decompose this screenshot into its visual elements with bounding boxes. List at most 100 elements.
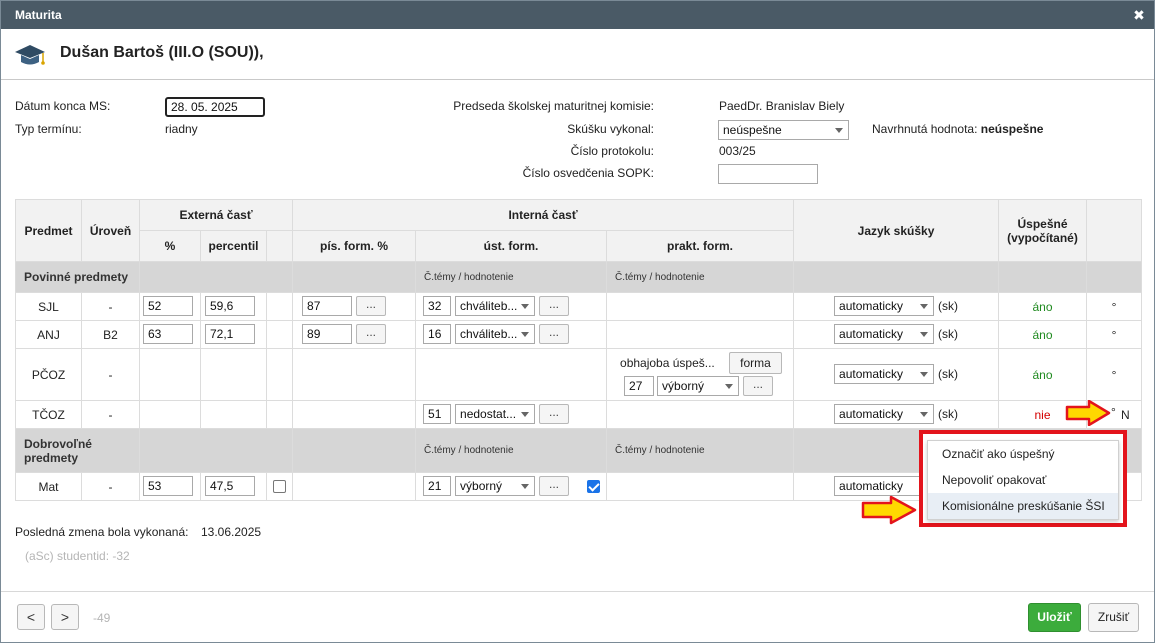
ust-number-input[interactable]: 32 <box>423 296 452 316</box>
menu-item-deny-repeat[interactable]: Nepovoliť opakovať <box>942 473 1047 487</box>
chair-value: PaedDr. Branislav Biely <box>719 99 845 113</box>
level: B2 <box>81 320 140 349</box>
col-externa: Externá časť <box>138 199 294 231</box>
student-id: (aSc) studentid: -32 <box>25 549 130 563</box>
group-sub-prakt: Č.témy / hodnotenie <box>606 428 795 473</box>
forma-button[interactable]: forma <box>729 352 783 374</box>
pct-input[interactable]: 52 <box>143 296 193 316</box>
row-marker[interactable]: ° <box>1086 320 1143 349</box>
col-percentil: percentil <box>200 230 267 262</box>
chevron-down-icon <box>920 412 929 417</box>
exam-done-select[interactable]: neúspešne <box>718 120 849 140</box>
arrow-right-icon <box>1065 400 1111 426</box>
title-bar: Maturita ✖ <box>1 1 1154 29</box>
pct-input[interactable]: 53 <box>143 476 193 496</box>
language-select[interactable]: automaticky <box>834 364 935 384</box>
language-select[interactable]: automaticky <box>834 404 935 424</box>
subject: PČOZ <box>15 348 82 401</box>
chevron-down-icon <box>920 304 929 309</box>
col-uspesne: Úspešné (vypočítané) <box>998 199 1088 262</box>
save-button[interactable]: Uložiť <box>1028 603 1081 632</box>
ust-grade-select[interactable]: chváliteb... <box>455 296 536 316</box>
header-divider <box>1 79 1154 80</box>
context-menu-highlight: Označiť ako úspešný Nepovoliť opakovať K… <box>919 430 1127 527</box>
col-uroven: Úroveň <box>81 199 140 262</box>
chevron-down-icon <box>521 304 530 309</box>
percentil-input[interactable]: 72,1 <box>205 324 255 344</box>
menu-item-mark-passed[interactable]: Označiť ako úspešný <box>942 447 1055 461</box>
sopk-input[interactable] <box>718 164 818 184</box>
prakt-number-input[interactable]: 27 <box>624 376 655 396</box>
language-code: (sk) <box>938 327 959 341</box>
next-button[interactable]: > <box>51 604 79 630</box>
ust-more-button[interactable]: ... <box>539 476 570 496</box>
external-checkbox[interactable] <box>273 480 286 493</box>
protocol-label: Číslo protokolu: <box>570 144 654 158</box>
row-marker[interactable]: ° <box>1086 348 1143 401</box>
exam-table: Predmet Úroveň Externá časť Interná časť… <box>15 199 1143 501</box>
ust-grade-select[interactable]: nedostat... <box>455 404 536 424</box>
term-label: Typ termínu: <box>15 122 82 136</box>
date-input[interactable]: 28. 05. 2025 <box>165 97 265 117</box>
percentil-input[interactable]: 47,5 <box>205 476 255 496</box>
col-predmet: Predmet <box>15 199 82 262</box>
pis-more-button[interactable]: ... <box>356 296 387 316</box>
row-marker[interactable]: ° <box>1086 292 1143 321</box>
language-select[interactable]: automaticky <box>834 296 935 316</box>
cancel-button[interactable]: Zrušiť <box>1088 603 1139 632</box>
language-code: (sk) <box>938 367 959 381</box>
level: - <box>81 400 140 429</box>
pct-input[interactable]: 63 <box>143 324 193 344</box>
row-marker[interactable]: ° <box>1111 405 1116 419</box>
table-row: ANJ B2 63 72,1 89... 16 chváliteb...... a… <box>15 320 1143 349</box>
ust-more-button[interactable]: ... <box>539 296 570 316</box>
ust-more-button[interactable]: ... <box>539 324 570 344</box>
prev-button[interactable]: < <box>17 604 45 630</box>
exam-done-label: Skúšku vykonal: <box>567 122 654 136</box>
proposed-label: Navrhnutá hodnota: neúspešne <box>872 122 1044 136</box>
passed-value: áno <box>998 292 1088 321</box>
ust-number-input[interactable]: 16 <box>423 324 452 344</box>
language-select[interactable]: automaticky <box>834 324 935 344</box>
table-row: Mat - 53 47,5 21 výborný... automaticky <box>15 472 1143 501</box>
chevron-down-icon <box>920 372 929 377</box>
subject: TČOZ <box>15 400 82 429</box>
protocol-value: 003/25 <box>719 144 756 158</box>
table-row: PČOZ - obhajoba úspeš... forma 27 výborn… <box>15 348 1143 401</box>
internal-checkbox[interactable] <box>587 480 601 493</box>
passed-value: áno <box>998 348 1088 401</box>
ust-number-input[interactable]: 21 <box>423 476 452 496</box>
ust-grade-select[interactable]: chváliteb... <box>455 324 536 344</box>
chevron-down-icon <box>521 412 530 417</box>
prakt-text: obhajoba úspeš... <box>620 356 715 370</box>
col-pis: pís. form. % <box>292 230 417 262</box>
ust-more-button[interactable]: ... <box>539 404 570 424</box>
menu-item-commission-retest[interactable]: Komisionálne preskúšanie ŠSI <box>928 493 1118 519</box>
prakt-grade-select[interactable]: výborný <box>657 376 740 396</box>
pis-more-button[interactable]: ... <box>356 324 387 344</box>
language-select[interactable]: automaticky <box>834 476 935 496</box>
pis-input[interactable]: 87 <box>302 296 353 316</box>
close-icon[interactable]: ✖ <box>1133 7 1145 23</box>
col-jazyk: Jazyk skúšky <box>793 199 1000 262</box>
col-ust: úst. form. <box>415 230 608 262</box>
prakt-more-button[interactable]: ... <box>743 376 774 396</box>
exam-done-value: neúspešne <box>723 123 782 137</box>
context-menu: Označiť ako úspešný Nepovoliť opakovať K… <box>927 440 1119 520</box>
window-title: Maturita <box>15 8 62 22</box>
arrow-right-icon <box>861 495 917 525</box>
ust-grade-select[interactable]: výborný <box>455 476 536 496</box>
col-check <box>265 230 294 262</box>
chevron-down-icon <box>920 332 929 337</box>
language-code: (sk) <box>938 407 959 421</box>
group-sub-prakt: Č.témy / hodnotenie <box>606 261 795 293</box>
table-row: TČOZ - 51 nedostat...... automaticky (sk) … <box>15 400 1143 429</box>
ust-number-input[interactable]: 51 <box>423 404 452 424</box>
term-value: riadny <box>165 122 198 136</box>
sopk-label: Číslo osvedčenia SOPK: <box>522 166 654 180</box>
subject: Mat <box>15 472 82 501</box>
group-row-mandatory: Povinné predmety Č.témy / hodnotenie Č.t… <box>15 261 1143 293</box>
percentil-input[interactable]: 59,6 <box>205 296 255 316</box>
pis-input[interactable]: 89 <box>302 324 353 344</box>
